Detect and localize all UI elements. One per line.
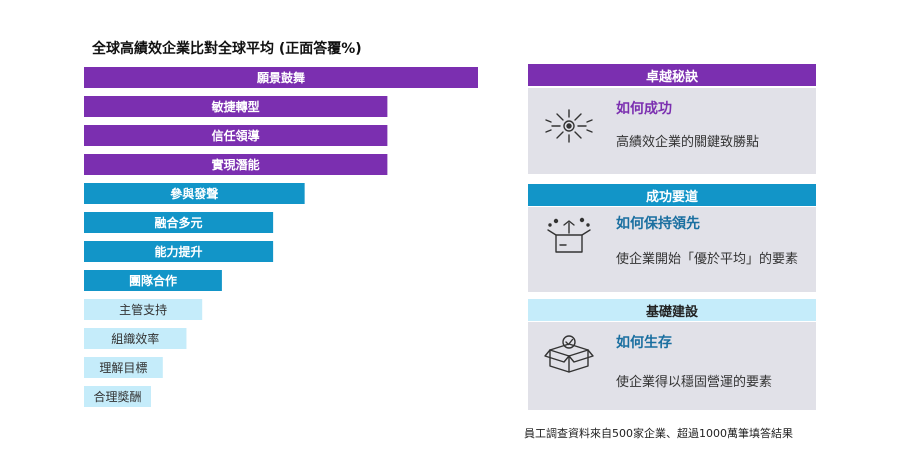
card-excellence: 如何成功 高績效企業的關鍵致勝點 [528, 88, 816, 174]
bar-label-3: 信任領導 [212, 128, 260, 143]
card-desc-foundation: 使企業得以穩固營運的要素 [616, 375, 773, 390]
open-box-icon [547, 217, 591, 253]
chart-title: 全球高績效企業比對全球平均 (正面答覆%) [92, 41, 362, 57]
bar-label-11: 理解目標 [99, 361, 147, 375]
card-success: 如何保持領先 使企業開始「優於平均」的要素 [528, 207, 816, 292]
bar-label-2: 敏捷轉型 [211, 99, 260, 114]
bar-label-6: 融合多元 [155, 215, 203, 230]
bar-10 [84, 328, 187, 349]
card-subtitle-success: 如何保持領先 [616, 216, 700, 232]
bar-label-4: 實現潛能 [212, 157, 260, 172]
bar-label-12: 合理獎酬 [93, 389, 141, 404]
bar-4 [84, 154, 388, 175]
card-subtitle-excellence: 如何成功 [616, 101, 672, 117]
card-desc-excellence: 高績效企業的關鍵致勝點 [616, 135, 760, 150]
bar-11 [84, 357, 163, 378]
box-check-icon [544, 335, 594, 373]
bar-chart: 願景鼓舞敏捷轉型信任領導實現潛能參與發聲融合多元能力提升團隊合作主管支持組織效率… [84, 67, 478, 407]
bar-label-10: 組織效率 [111, 331, 159, 346]
bar-7 [84, 241, 274, 262]
bar-8 [84, 270, 222, 291]
bar-2 [84, 96, 388, 117]
bar-label-8: 團隊合作 [129, 273, 177, 288]
bar-6 [84, 212, 274, 233]
bar-label-1: 願景鼓舞 [256, 70, 305, 85]
card-header-excellence: 卓越秘訣 [528, 64, 816, 86]
card-header-success: 成功要道 [528, 184, 816, 206]
card-desc-success: 使企業開始「優於平均」的要素 [616, 252, 799, 267]
bar-3 [84, 125, 388, 146]
bar-label-7: 能力提升 [155, 244, 203, 259]
bar-1 [84, 67, 478, 88]
card-foundation: 如何生存 使企業得以穩固營運的要素 [528, 322, 816, 410]
sparkle-icon [545, 109, 593, 143]
bar-label-5: 參與發聲 [170, 186, 218, 201]
bar-5 [84, 183, 305, 204]
bar-12 [84, 386, 151, 407]
bar-9 [84, 299, 203, 320]
card-header-foundation: 基礎建設 [528, 299, 816, 321]
card-subtitle-foundation: 如何生存 [616, 335, 672, 351]
bar-label-9: 主管支持 [119, 302, 167, 317]
footnote: 員工調查資料來自500家企業、超過1000萬筆填答結果 [524, 427, 793, 440]
